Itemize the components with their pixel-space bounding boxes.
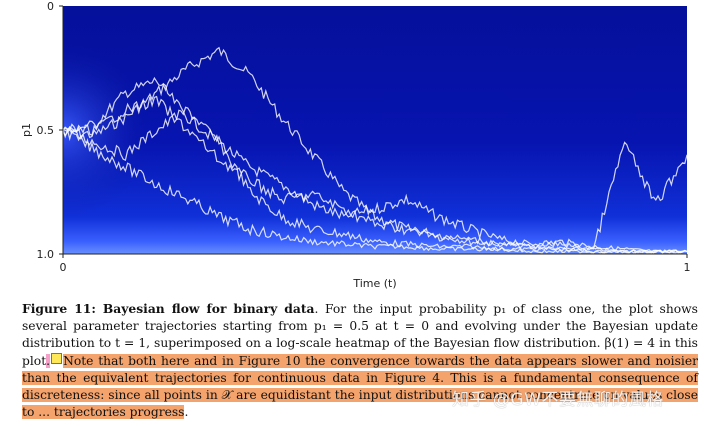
trajectory-2 — [62, 76, 688, 254]
caption-pink-mark: . — [46, 353, 51, 368]
x-tick-label-0: 0 — [60, 261, 67, 274]
y-axis-label: p1 — [20, 123, 33, 137]
trajectory-5 — [62, 95, 688, 251]
bayesian-flow-figure: 0 0.5 1.0 0 1 Time (t) p1 — [20, 0, 691, 290]
caption-label: Figure 11: Bayesian flow for binary data — [22, 301, 315, 316]
figure-caption: Figure 11: Bayesian flow for binary data… — [22, 300, 698, 421]
note-icon[interactable] — [51, 352, 63, 364]
caption-end: . — [184, 405, 189, 420]
caption-text-part1: . For the input probability p₁ of class … — [22, 302, 698, 368]
x-axis-label: Time (t) — [352, 277, 396, 290]
y-tick-label-0: 0 — [47, 0, 54, 13]
y-tick-label-0.5: 0.5 — [37, 124, 55, 137]
y-tick-label-1.0: 1.0 — [37, 248, 55, 261]
x-tick-label-1: 1 — [684, 261, 691, 274]
trajectory-group — [62, 46, 688, 254]
watermark-text: 知乎 @GW不要無聊的風格 — [452, 390, 664, 410]
trajectory-3 — [62, 106, 688, 254]
trajectory-4 — [62, 127, 688, 254]
